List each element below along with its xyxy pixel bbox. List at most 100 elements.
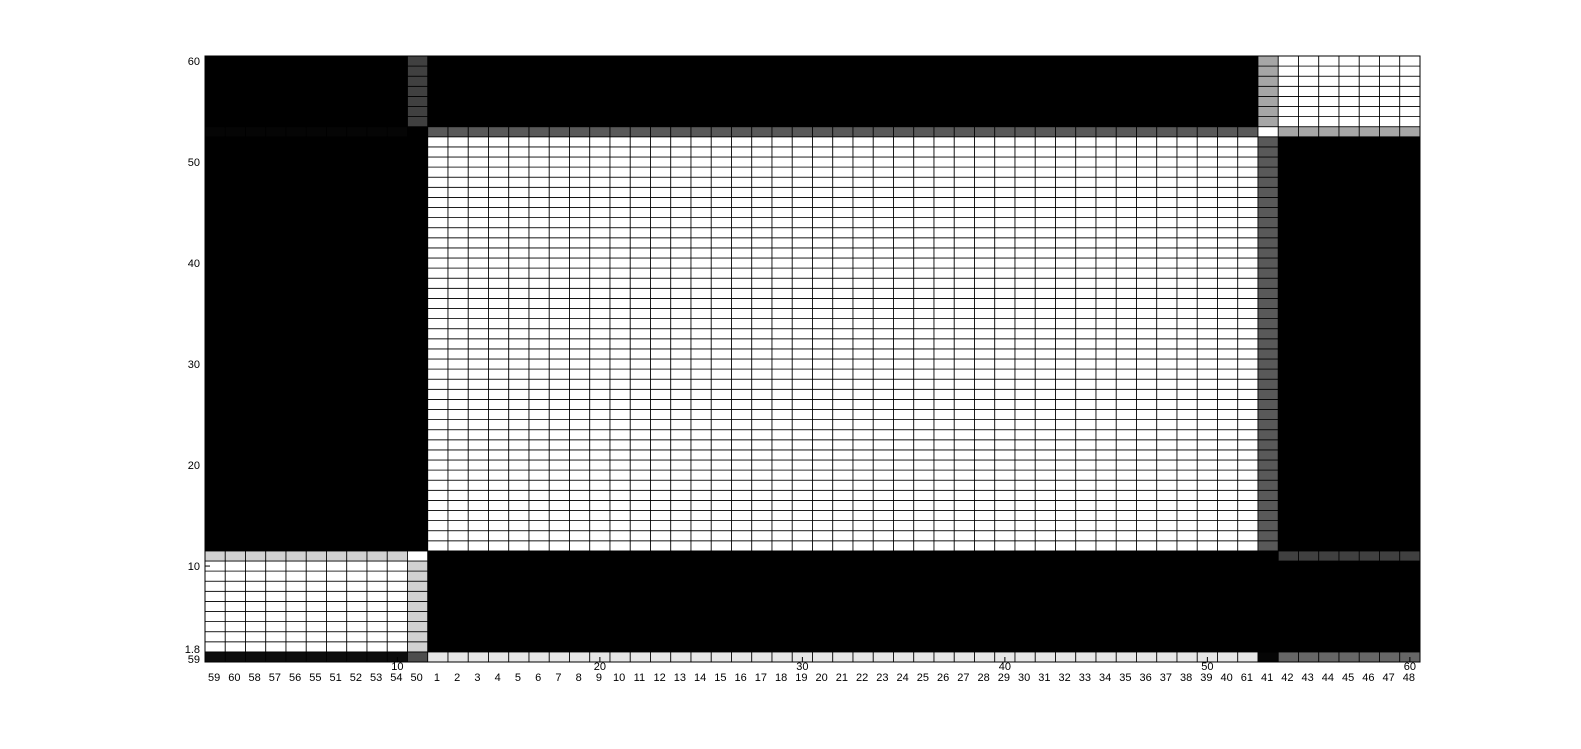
matrix-cell <box>953 176 975 188</box>
matrix-cell <box>1277 65 1299 77</box>
matrix-cell <box>933 601 955 612</box>
matrix-cell <box>609 489 631 501</box>
matrix-cell <box>488 287 510 299</box>
matrix-cell <box>1358 651 1380 663</box>
matrix-cell <box>1318 116 1340 128</box>
matrix-cell <box>386 378 408 390</box>
matrix-cell <box>245 439 267 451</box>
matrix-cell <box>994 479 1016 491</box>
matrix-cell <box>589 277 611 289</box>
matrix-cell <box>1176 75 1198 87</box>
matrix-cell <box>366 126 388 138</box>
matrix-cell <box>710 419 732 431</box>
matrix-cell <box>629 116 651 128</box>
matrix-cell <box>467 469 489 481</box>
matrix-cell <box>589 368 611 380</box>
matrix-cell <box>1136 287 1158 299</box>
matrix-cell <box>812 419 834 431</box>
matrix-cell <box>791 419 813 431</box>
matrix-cell <box>224 75 246 87</box>
matrix-cell <box>1318 590 1340 602</box>
matrix-cell <box>832 328 854 340</box>
matrix-cell <box>1257 156 1279 168</box>
matrix-cell <box>791 136 813 148</box>
matrix-cell <box>1338 85 1360 97</box>
matrix-cell <box>467 398 489 410</box>
matrix-cell <box>548 217 570 229</box>
matrix-cell <box>467 621 489 633</box>
matrix-cell <box>1115 207 1137 219</box>
matrix-cell <box>1014 328 1036 340</box>
matrix-cell <box>427 520 449 532</box>
matrix-cell <box>731 499 753 511</box>
matrix-cell <box>447 328 469 340</box>
matrix-cell <box>1115 297 1137 309</box>
matrix-cell <box>548 176 570 188</box>
matrix-cell <box>346 196 368 208</box>
matrix-cell <box>1257 601 1279 612</box>
matrix-cell <box>1055 207 1077 219</box>
matrix-cell <box>974 499 996 511</box>
matrix-cell <box>1196 570 1218 582</box>
matrix-cell <box>488 75 510 87</box>
matrix-cell <box>1399 641 1421 653</box>
matrix-cell <box>488 530 510 542</box>
matrix-cell <box>771 601 793 612</box>
matrix-cell <box>528 287 550 299</box>
matrix-cell <box>974 631 996 643</box>
matrix-cell <box>528 540 550 552</box>
matrix-cell <box>548 297 570 309</box>
matrix-cell <box>326 601 348 612</box>
matrix-cell <box>548 75 570 87</box>
matrix-cell <box>224 308 246 320</box>
matrix-cell <box>832 96 854 107</box>
matrix-cell <box>812 469 834 481</box>
matrix-cell <box>953 631 975 643</box>
matrix-cell <box>528 449 550 461</box>
matrix-cell <box>1136 550 1158 562</box>
matrix-cell <box>204 580 226 592</box>
matrix-cell <box>1277 540 1299 552</box>
matrix-cell <box>629 65 651 77</box>
matrix-cell <box>609 520 631 532</box>
matrix-cell <box>1156 590 1178 602</box>
matrix-cell <box>1136 621 1158 633</box>
matrix-cell <box>265 116 287 128</box>
matrix-cell <box>1318 540 1340 552</box>
matrix-cell <box>1298 277 1320 289</box>
matrix-cell <box>832 237 854 249</box>
matrix-cell <box>1196 318 1218 330</box>
matrix-cell <box>326 186 348 198</box>
matrix-cell <box>305 499 327 511</box>
matrix-cell <box>1055 378 1077 390</box>
matrix-cell <box>467 96 489 107</box>
matrix-cell <box>629 570 651 582</box>
matrix-cell <box>1298 196 1320 208</box>
matrix-cell <box>528 257 550 269</box>
matrix-cell <box>1237 651 1259 663</box>
matrix-cell <box>1399 196 1421 208</box>
matrix-cell <box>528 419 550 431</box>
matrix-cell <box>650 651 672 663</box>
matrix-cell <box>1257 297 1279 309</box>
matrix-cell <box>832 580 854 592</box>
matrix-cell <box>852 308 874 320</box>
matrix-cell <box>1379 641 1401 653</box>
matrix-cell <box>407 136 429 148</box>
matrix-cell <box>832 550 854 562</box>
matrix-cell <box>629 75 651 87</box>
matrix-cell <box>569 287 591 299</box>
matrix-cell <box>1237 560 1259 572</box>
matrix-cell <box>1176 439 1198 451</box>
matrix-cell <box>1298 510 1320 522</box>
matrix-cell <box>1176 247 1198 259</box>
matrix-cell <box>1217 156 1239 168</box>
matrix-cell <box>1217 227 1239 239</box>
matrix-cell <box>832 207 854 219</box>
matrix-cell <box>1358 590 1380 602</box>
matrix-cell <box>994 459 1016 471</box>
matrix-cell <box>872 459 894 471</box>
matrix-cell <box>488 651 510 663</box>
matrix-cell <box>731 318 753 330</box>
matrix-cell <box>1318 267 1340 279</box>
